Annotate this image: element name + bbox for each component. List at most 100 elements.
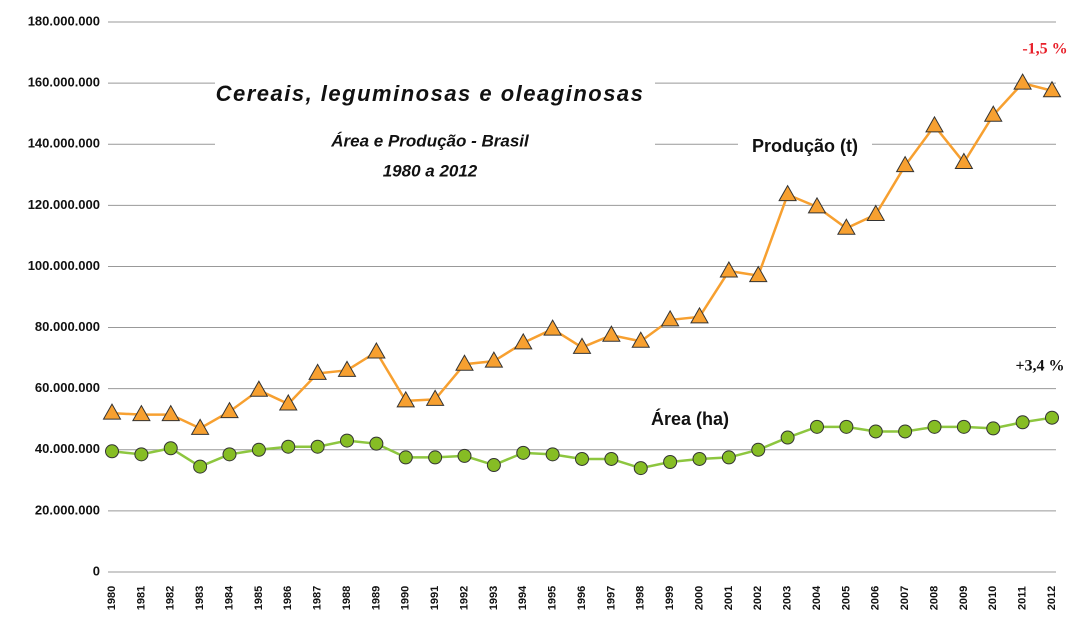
circle-marker — [927, 419, 942, 434]
y-tick-label: 40.000.000 — [35, 441, 100, 456]
x-tick-label: 1990 — [400, 586, 412, 610]
x-tick-label: 2001 — [723, 586, 735, 610]
circle-marker — [751, 442, 766, 457]
circle-marker — [251, 442, 266, 457]
y-tick-label: 140.000.000 — [28, 136, 100, 151]
x-tick-label: 2003 — [782, 586, 794, 610]
x-tick-label: 2007 — [899, 586, 911, 610]
x-tick-label: 2002 — [752, 586, 764, 610]
triangle-marker — [572, 337, 592, 354]
circle-marker — [721, 450, 736, 465]
circle-marker — [1015, 415, 1030, 430]
triangle-marker — [278, 393, 298, 411]
triangle-marker — [396, 390, 416, 408]
circle-marker — [281, 439, 296, 454]
triangle-marker — [367, 341, 386, 359]
x-tick-label: 1989 — [370, 586, 382, 610]
chart-subtitle: Área e Produção - Brasil — [330, 131, 530, 150]
triangle-marker — [895, 155, 915, 173]
triangle-marker — [837, 218, 856, 235]
circle-marker — [545, 447, 560, 462]
x-tick-label: 1997 — [605, 586, 617, 610]
circle-marker — [1045, 410, 1059, 425]
circle-marker — [633, 461, 648, 476]
circle-marker — [956, 419, 971, 434]
circle-marker — [310, 439, 325, 454]
triangle-marker — [190, 418, 210, 435]
triangle-marker — [543, 319, 562, 336]
x-tick-label: 1985 — [253, 586, 265, 610]
triangle-marker — [954, 152, 974, 170]
triangle-marker — [102, 403, 122, 420]
x-tick-label: 1980 — [106, 586, 118, 610]
circle-marker — [369, 436, 384, 451]
triangle-marker — [455, 354, 474, 371]
circle-marker — [340, 433, 354, 448]
circle-marker — [868, 424, 883, 439]
x-tick-label: 1992 — [458, 586, 470, 610]
triangle-marker — [866, 204, 886, 221]
x-tick-label: 1981 — [135, 586, 147, 610]
circle-marker — [604, 451, 619, 466]
circle-marker — [105, 444, 119, 459]
x-tick-label: 1998 — [635, 586, 647, 610]
series-label: Área (ha) — [651, 408, 729, 429]
label-backdrop — [738, 132, 872, 162]
y-tick-label: 60.000.000 — [35, 380, 100, 395]
x-tick-label: 2012 — [1046, 586, 1058, 610]
y-tick-label: 80.000.000 — [35, 319, 100, 334]
x-tick-label: 1986 — [282, 586, 294, 610]
x-tick-label: 2006 — [870, 586, 882, 610]
triangle-marker — [690, 306, 709, 324]
triangle-marker — [925, 115, 944, 133]
triangle-marker — [308, 363, 327, 380]
circle-marker — [486, 458, 501, 473]
triangle-marker — [719, 261, 739, 278]
circle-marker — [398, 450, 413, 465]
triangle-marker — [513, 332, 533, 350]
x-tick-label: 2011 — [1017, 586, 1029, 610]
triangle-marker — [1042, 80, 1062, 98]
circle-marker — [663, 455, 678, 469]
x-tick-label: 1995 — [547, 586, 559, 610]
triangle-marker — [631, 331, 651, 348]
circle-marker — [839, 419, 854, 434]
x-tick-label: 1999 — [664, 586, 676, 610]
circle-marker — [810, 419, 824, 434]
triangle-marker — [807, 196, 827, 214]
x-tick-label: 1988 — [341, 586, 353, 610]
y-tick-label: 0 — [93, 563, 100, 578]
circle-marker — [193, 459, 208, 474]
x-tick-label: 1984 — [223, 585, 235, 610]
triangle-marker — [602, 325, 621, 342]
x-tick-label: 1987 — [312, 586, 324, 610]
circle-marker — [575, 451, 589, 466]
triangle-marker — [425, 389, 445, 406]
circle-marker — [692, 451, 707, 466]
circle-marker — [428, 450, 443, 465]
x-tick-label: 1982 — [165, 586, 177, 610]
circle-marker — [780, 430, 795, 445]
y-tick-label: 20.000.000 — [35, 502, 100, 517]
triangle-marker — [132, 404, 151, 422]
circle-marker — [457, 448, 472, 463]
x-tick-label: 2008 — [928, 586, 940, 610]
circle-marker — [222, 447, 237, 462]
triangle-marker — [748, 265, 768, 283]
triangle-marker — [778, 184, 797, 202]
x-tick-label: 2010 — [987, 586, 999, 610]
title-backdrop — [215, 62, 655, 190]
triangle-marker — [660, 309, 680, 327]
series-label: Produção (t) — [752, 136, 858, 156]
annotation: +3,4 % — [1015, 358, 1064, 375]
circle-marker — [516, 445, 531, 460]
triangle-marker — [249, 380, 269, 397]
x-tick-label: 1991 — [429, 586, 441, 610]
triangle-marker — [337, 360, 357, 377]
circle-marker — [163, 441, 178, 456]
triangle-marker — [161, 404, 181, 422]
triangle-marker — [1013, 73, 1032, 90]
triangle-marker — [220, 401, 239, 419]
